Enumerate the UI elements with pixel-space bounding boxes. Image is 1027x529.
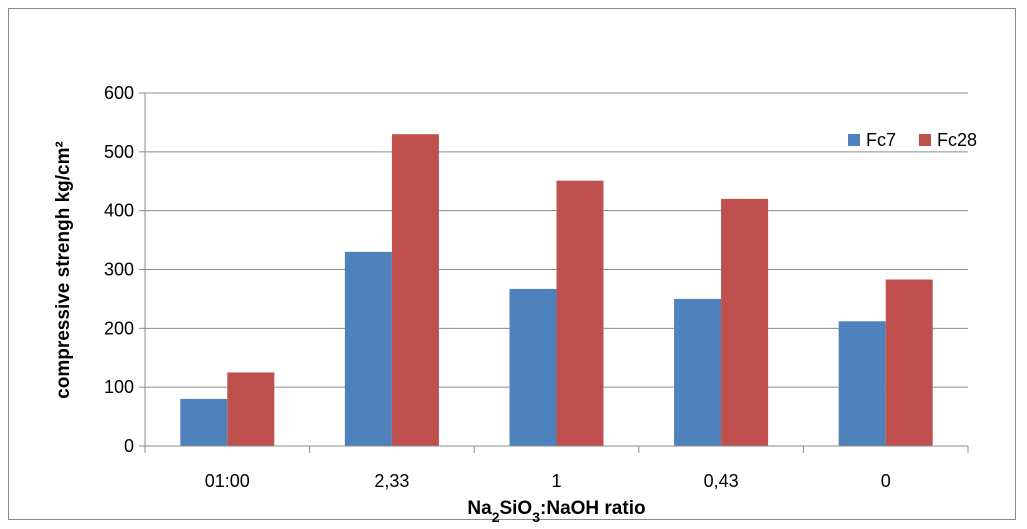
legend-label-fc7: Fc7: [866, 130, 896, 150]
x-axis-title: Na2SiO3:NaOH ratio: [467, 498, 645, 525]
y-tick-label: 200: [104, 318, 134, 338]
y-tick-label: 300: [104, 260, 134, 280]
legend-swatch-fc7: [848, 134, 860, 146]
x-axis-title-part: Na: [467, 498, 492, 519]
x-tick-labels: 01:00 2,33 1 0,43 0: [205, 471, 891, 491]
y-axis-title: compressive strengh kg/cm²: [53, 141, 74, 399]
y-tick-label: 600: [104, 83, 134, 103]
bars: [180, 134, 933, 446]
gridlines: [145, 92, 968, 388]
bar-fc7-0: [180, 398, 228, 446]
x-tick-label: 0: [881, 471, 891, 491]
y-tick-labels: 0 100 200 300 400 500 600: [104, 83, 134, 456]
x-tick-label: 2,33: [374, 471, 409, 491]
bar-fc28-0: [227, 372, 275, 446]
x-tick-label: 0,43: [704, 471, 739, 491]
axes: [139, 92, 969, 453]
bar-fc28-3: [721, 198, 769, 446]
x-axis-title-part: SiO: [499, 498, 532, 519]
x-axis-title-subscript: 2: [492, 509, 500, 525]
legend-label-fc28: Fc28: [937, 130, 977, 150]
y-tick-label: 400: [104, 201, 134, 221]
y-tick-label: 0: [124, 436, 134, 456]
bar-fc7-1: [344, 251, 392, 446]
legend-swatch-fc28: [919, 134, 931, 146]
bar-fc7-2: [509, 288, 557, 446]
bar-fc7-3: [674, 298, 722, 446]
bar-fc28-2: [556, 180, 604, 446]
y-tick-label: 100: [104, 377, 134, 397]
y-tick-label: 500: [104, 142, 134, 162]
bar-fc28-1: [391, 134, 439, 446]
x-axis-title-subscript: 3: [532, 509, 540, 525]
x-tick-label: 1: [551, 471, 561, 491]
x-axis-title-part: :NaOH ratio: [540, 498, 646, 519]
x-tick-label: 01:00: [205, 471, 250, 491]
bar-fc28-4: [885, 279, 933, 446]
bar-fc7-4: [838, 321, 886, 446]
legend: Fc7 Fc28: [848, 130, 977, 150]
